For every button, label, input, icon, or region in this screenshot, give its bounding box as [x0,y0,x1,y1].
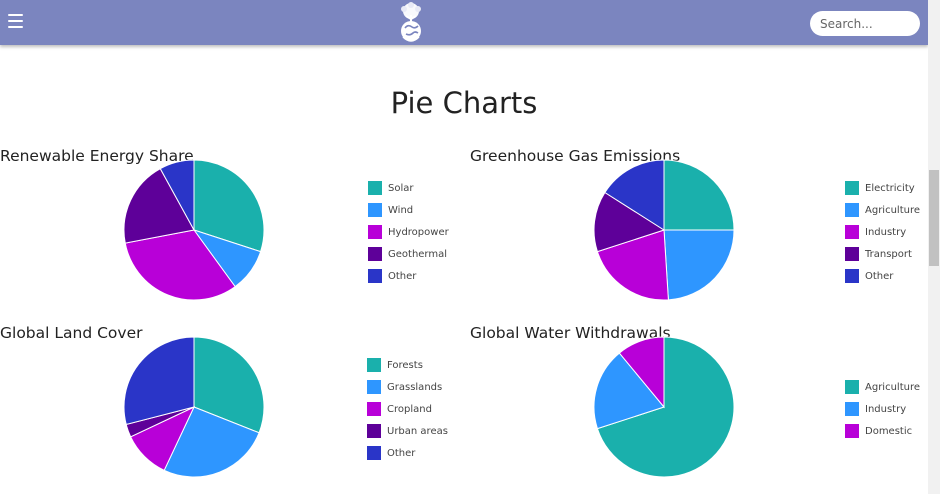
pie-slice-industry [593,352,665,430]
pie-slice-agriculture [663,229,735,301]
pie-slice-agriculture [596,336,735,478]
pie-chart [593,159,735,301]
legend-swatch [845,203,859,217]
pie-slice-geothermal [123,167,195,244]
pie-slice-solar [193,159,265,253]
legend-swatch [845,181,859,195]
top-navbar [0,0,928,45]
legend-item: Other [845,265,920,287]
legend-item: Industry [845,221,920,243]
legend-item: Electricity [845,177,920,199]
legend-swatch [845,402,859,416]
legend-item: Forests [367,354,448,376]
pie-slice-grasslands [163,406,260,478]
chart-title: Greenhouse Gas Emissions [470,147,681,165]
pie-chart [593,336,735,478]
legend-item: Other [368,265,449,287]
legend-swatch [367,358,381,372]
water-withdrawals-chart: Global Water Withdrawals Agriculture Indu… [470,324,930,494]
chart-title: Global Water Withdrawals [470,324,671,342]
land-cover-chart: Global Land Cover Forests Grasslands Cropl… [0,324,460,494]
legend-swatch [845,225,859,239]
chart-legend: Agriculture Industry Domestic [845,376,920,442]
page-title: Pie Charts [390,86,538,120]
greenhouse-gas-chart: Greenhouse Gas Emissions Electricity Agri… [470,147,930,317]
legend-swatch [845,269,859,283]
legend-swatch [368,225,382,239]
legend-label: Other [865,270,894,282]
pie-slice-hydropower [124,229,236,301]
legend-swatch [845,380,859,394]
legend-item: Grasslands [367,376,448,398]
legend-label: Wind [388,204,414,216]
pie-slice-other [159,159,195,231]
legend-swatch [367,446,381,460]
legend-label: Solar [388,182,414,194]
chart-title: Global Land Cover [0,324,143,342]
legend-item: Geothermal [368,243,449,265]
legend-item: Cropland [367,398,448,420]
legend-label: Other [388,270,417,282]
legend-swatch [368,203,382,217]
legend-label: Industry [865,226,907,238]
pie-slice-industry [596,229,669,301]
legend-item: Industry [845,398,920,420]
chart-legend: Electricity Agriculture Industry Transport O… [845,177,920,287]
legend-item: Hydropower [368,221,449,243]
legend-item: Transport [845,243,920,265]
legend-item: Domestic [845,420,920,442]
chart-legend: Solar Wind Hydropower Geothermal Other [368,177,449,287]
pie-slice-domestic [618,336,665,409]
legend-swatch [368,181,382,195]
search-input[interactable] [810,11,920,36]
renewable-energy-chart: Renewable Energy Share Solar Wind Hydropow… [0,147,460,317]
chart-title: Renewable Energy Share [0,147,194,165]
legend-item: Urban areas [367,420,448,442]
legend-item: Other [367,442,448,464]
chart-legend: Forests Grasslands Cropland Urban areas Othe… [367,354,448,464]
legend-item: Wind [368,199,449,221]
legend-swatch [367,402,381,416]
pie-slice-transport [593,191,666,253]
scrollbar-thumb[interactable] [929,170,939,266]
legend-label: Domestic [865,425,913,437]
pie-chart [123,336,265,478]
pie-chart [123,159,265,301]
pie-slice-forests [193,336,265,434]
legend-swatch [368,247,382,261]
legend-label: Other [387,447,416,459]
legend-label: Urban areas [387,425,448,437]
legend-label: Geothermal [388,248,448,260]
vertical-scrollbar[interactable] [928,0,940,494]
legend-swatch [367,380,381,394]
legend-label: Agriculture [865,381,920,393]
legend-label: Hydropower [388,226,449,238]
hamburger-menu-icon[interactable] [8,14,23,28]
legend-swatch [368,269,382,283]
pie-slice-electricity [663,159,735,231]
tree-globe-logo-icon[interactable] [394,1,428,43]
legend-label: Cropland [387,403,432,415]
legend-item: Agriculture [845,376,920,398]
legend-label: Grasslands [387,381,443,393]
legend-label: Transport [865,248,912,260]
legend-label: Forests [387,359,423,371]
pie-slice-other [123,336,195,426]
pie-slice-other [604,159,665,231]
legend-swatch [845,247,859,261]
legend-item: Solar [368,177,449,199]
legend-label: Agriculture [865,204,920,216]
legend-label: Electricity [865,182,915,194]
legend-swatch [367,424,381,438]
legend-item: Agriculture [845,199,920,221]
legend-swatch [845,424,859,438]
legend-label: Industry [865,403,907,415]
